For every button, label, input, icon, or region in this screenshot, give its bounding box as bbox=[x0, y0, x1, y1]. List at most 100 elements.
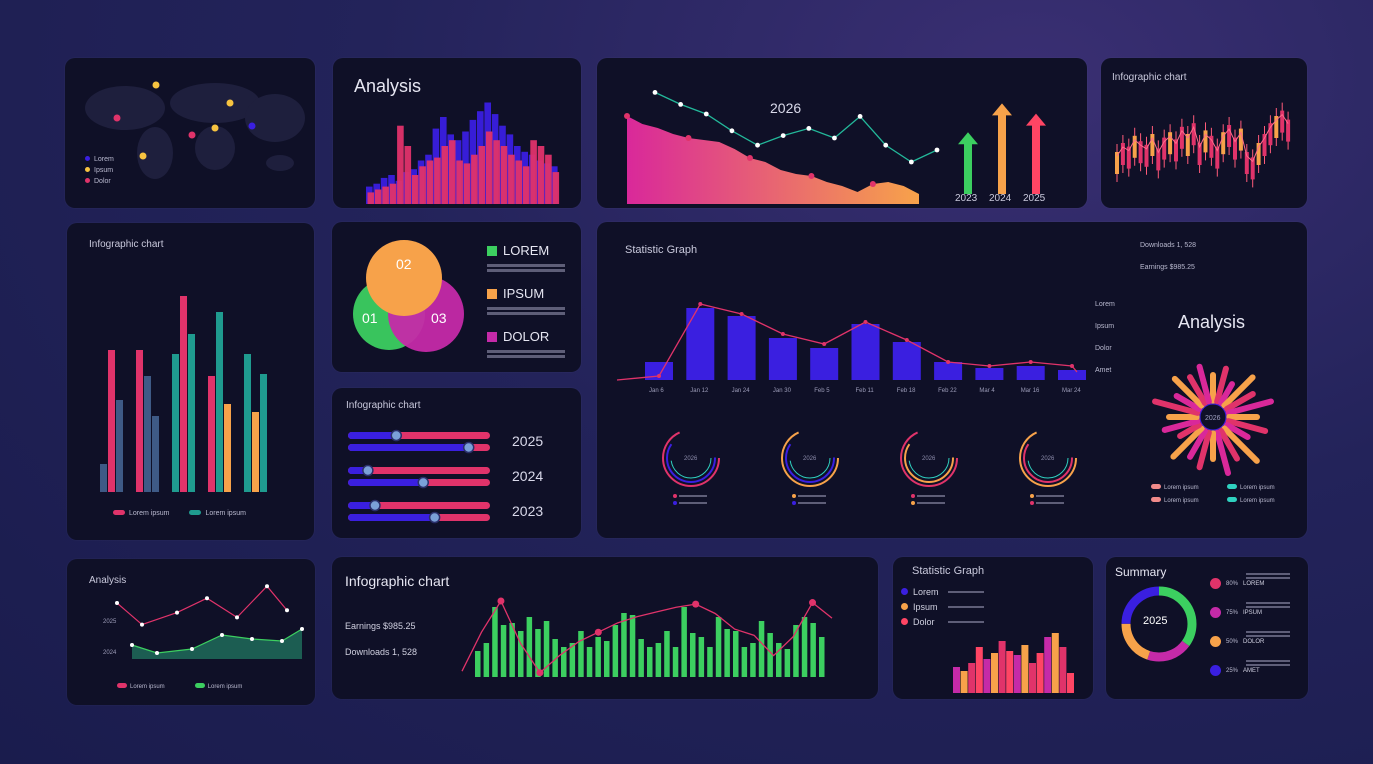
statistic-big-panel: Statistic Graph Downloads 1, 528 Earning… bbox=[597, 222, 1307, 538]
bar bbox=[1051, 633, 1059, 693]
venn-label-01: 01 bbox=[362, 310, 378, 326]
bar bbox=[108, 350, 115, 492]
donut-ring bbox=[904, 433, 954, 483]
analysis-bar-chart bbox=[366, 102, 560, 204]
radial-bar bbox=[1214, 429, 1232, 477]
candle-body bbox=[1174, 139, 1178, 162]
venn-label-03: 03 bbox=[431, 310, 447, 326]
bar bbox=[934, 362, 963, 380]
line-point bbox=[755, 142, 760, 148]
donut-legend-dot bbox=[673, 494, 677, 498]
bar bbox=[612, 625, 619, 677]
bar bbox=[483, 643, 490, 677]
radial-bar bbox=[1225, 418, 1269, 434]
candle-body bbox=[1233, 137, 1237, 160]
bar bbox=[561, 647, 567, 677]
bar bbox=[1036, 653, 1044, 693]
donut-legend-dot bbox=[792, 494, 796, 498]
radial-legend-item: Lorem ipsum bbox=[1151, 484, 1227, 491]
bar bbox=[493, 140, 500, 204]
x-tick-label: Jan 6 bbox=[649, 388, 664, 394]
legend-label: Lorem bbox=[94, 156, 114, 163]
slider-year: 2024 bbox=[512, 468, 543, 484]
x-tick-label: Feb 18 bbox=[897, 388, 916, 394]
radial-bar bbox=[1218, 381, 1235, 407]
bar bbox=[664, 631, 670, 677]
legend-label: Lorem ipsum bbox=[1240, 485, 1275, 491]
bar bbox=[975, 647, 983, 693]
donut-legend-line bbox=[679, 495, 707, 497]
side-label: Amet bbox=[1095, 367, 1112, 374]
arrow-bar bbox=[964, 142, 972, 194]
line-point bbox=[703, 111, 709, 117]
candle-body bbox=[1238, 128, 1243, 151]
arrow-bar bbox=[998, 113, 1006, 194]
donut-ring bbox=[670, 437, 712, 479]
bar bbox=[768, 338, 797, 380]
area-series bbox=[627, 116, 919, 204]
legend-item: Lorem ipsum bbox=[113, 510, 169, 517]
radial-bar bbox=[1177, 422, 1203, 439]
candle-body bbox=[1250, 157, 1255, 180]
slider-knob bbox=[462, 441, 475, 454]
line-point bbox=[140, 622, 144, 627]
area-chart: 2023 2024 2025 bbox=[624, 90, 1046, 204]
slider-knob bbox=[390, 429, 403, 442]
summary-center-label: 2025 bbox=[1143, 615, 1168, 627]
bar bbox=[434, 157, 441, 204]
bar bbox=[960, 671, 968, 693]
bar bbox=[681, 607, 687, 677]
candle-body bbox=[1179, 126, 1184, 149]
bar bbox=[463, 163, 471, 204]
arrow-bar bbox=[1032, 123, 1040, 194]
legend-label: Lorem bbox=[913, 587, 939, 597]
trend-point bbox=[594, 628, 602, 636]
line-point bbox=[678, 102, 684, 107]
legend-item: Lorem ipsum bbox=[194, 683, 242, 690]
slider-year: 2025 bbox=[512, 433, 543, 449]
line-point bbox=[934, 147, 940, 153]
bar bbox=[475, 651, 481, 677]
bar bbox=[485, 131, 493, 204]
x-tick-label: Mar 24 bbox=[1062, 388, 1081, 394]
summary-line bbox=[1246, 577, 1290, 579]
analysis-top-panel: Analysis bbox=[333, 58, 581, 208]
line-point bbox=[857, 114, 863, 119]
line-series bbox=[116, 585, 288, 626]
summary-pct: 25% bbox=[1226, 667, 1239, 674]
donut-label: 2026 bbox=[684, 456, 698, 462]
statistic-bar-chart: Jan 6 Jan 12 Jan 24 Jan 30 Feb 5 Feb 11 Feb 18… bbox=[616, 302, 1274, 505]
line-point bbox=[190, 647, 194, 651]
bar bbox=[686, 308, 715, 380]
bar bbox=[500, 146, 508, 204]
venn-label-02: 02 bbox=[396, 256, 412, 272]
bar bbox=[543, 621, 550, 677]
candle-body bbox=[1209, 135, 1214, 158]
statistic-small-panel: Statistic Graph Lorem Ipsum Dolor bbox=[893, 557, 1093, 699]
donut-segment bbox=[1121, 586, 1197, 662]
bar bbox=[152, 416, 159, 492]
summary-item: 80% LOREM bbox=[1210, 569, 1264, 598]
bar bbox=[758, 621, 765, 677]
panel-title: Analysis bbox=[89, 575, 127, 586]
bar bbox=[991, 653, 998, 693]
radial-legend-item: Lorem ipsum bbox=[1227, 497, 1303, 504]
legend-label: Dolor bbox=[913, 617, 935, 627]
radial-bar bbox=[1223, 422, 1251, 440]
summary-line bbox=[1246, 606, 1290, 608]
candle-body bbox=[1286, 119, 1291, 142]
earnings-label: Earnings $985.25 bbox=[1140, 264, 1195, 271]
bar bbox=[1044, 637, 1052, 693]
candle-body bbox=[1138, 141, 1143, 164]
radial-bar bbox=[1170, 425, 1205, 460]
bar bbox=[1029, 663, 1036, 693]
bar bbox=[793, 625, 799, 677]
candle-body bbox=[1274, 116, 1279, 138]
line-point bbox=[155, 651, 159, 655]
trend-point bbox=[780, 332, 785, 336]
donut-ring bbox=[900, 429, 958, 487]
x-tick-label: Mar 4 bbox=[979, 388, 995, 394]
panel-title: Infographic chart bbox=[1112, 72, 1187, 83]
bar bbox=[733, 631, 739, 677]
area-point bbox=[685, 135, 692, 141]
